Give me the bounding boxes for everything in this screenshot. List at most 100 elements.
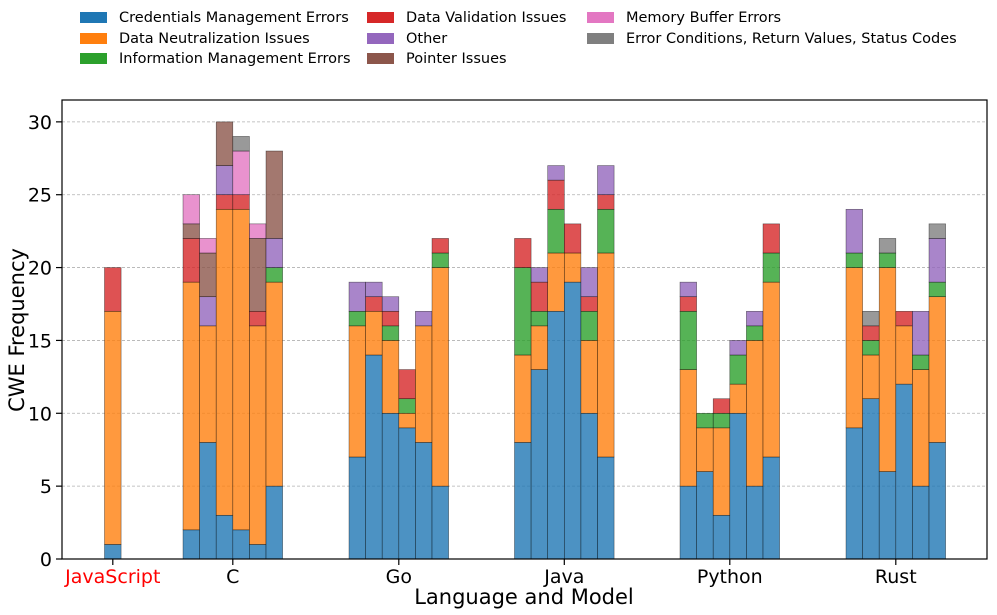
bar-rust-1-credentials-management-errors	[845, 427, 863, 560]
bar-rust-5-information-management-errors	[912, 354, 930, 370]
bar-python-1-data-validation-issues	[679, 296, 697, 312]
bar-c-2-other	[199, 296, 217, 327]
bar-java-5-other	[580, 267, 598, 298]
bar-go-4-credentials-management-errors	[398, 427, 416, 560]
y-tick-label-30: 30	[28, 112, 52, 134]
bar-python-4-information-management-errors	[729, 354, 747, 385]
bar-c-3-data-validation-issues	[215, 194, 234, 210]
bar-python-5-credentials-management-errors	[746, 485, 764, 560]
legend-label-error-conditions-return-values-status-codes: Error Conditions, Return Values, Status …	[626, 31, 957, 47]
bar-c-4-memory-buffer-errors	[232, 150, 250, 196]
bar-go-2-credentials-management-errors	[365, 354, 383, 560]
bar-c-1-data-validation-issues	[182, 238, 200, 283]
bar-rust-1-other	[845, 208, 863, 254]
bar-javascript-1-data-neutralization-issues	[104, 310, 122, 545]
bar-java-1-credentials-management-errors	[514, 442, 532, 560]
bar-java-2-data-validation-issues	[530, 281, 548, 312]
bar-python-3-credentials-management-errors	[712, 514, 731, 560]
bar-java-4-data-neutralization-issues	[563, 252, 582, 283]
x-axis-title: Language and Model	[414, 585, 634, 609]
plot-frame	[61, 99, 988, 560]
bar-javascript-1-credentials-management-errors	[104, 544, 122, 560]
y-tick-label-20: 20	[28, 258, 52, 280]
bar-c-4-credentials-management-errors	[232, 529, 250, 560]
bar-python-1-other	[679, 281, 697, 298]
legend: Credentials Management Errors Data Neutra…	[80, 10, 957, 67]
bar-rust-5-credentials-management-errors	[912, 485, 930, 560]
bar-rust-1-information-management-errors	[845, 252, 863, 268]
bar-go-6-information-management-errors	[431, 252, 449, 268]
legend-swatch-information-management-errors	[80, 53, 107, 64]
y-tick-label-10: 10	[28, 403, 52, 425]
bar-python-1-data-neutralization-issues	[679, 369, 697, 487]
bar-go-4-data-validation-issues	[398, 369, 416, 400]
bar-java-2-other	[530, 267, 548, 283]
bar-go-3-other	[381, 296, 400, 312]
x-tick-label-python: Python	[697, 566, 763, 588]
legend-label-memory-buffer-errors: Memory Buffer Errors	[626, 10, 781, 26]
bar-rust-6-other	[928, 238, 946, 283]
legend-swatch-data-validation-issues	[367, 12, 394, 23]
bar-python-3-data-validation-issues	[712, 398, 731, 414]
bar-c-3-data-neutralization-issues	[215, 208, 234, 516]
bar-go-2-other	[365, 281, 383, 298]
bar-c-1-data-neutralization-issues	[182, 281, 200, 531]
bar-python-4-other	[729, 340, 747, 356]
bar-python-5-information-management-errors	[746, 325, 764, 341]
legend-swatch-data-neutralization-issues	[80, 33, 107, 44]
bar-c-3-credentials-management-errors	[215, 514, 234, 560]
x-tick-label-java: Java	[543, 566, 584, 588]
bar-java-6-credentials-management-errors	[597, 456, 615, 560]
bar-rust-2-credentials-management-errors	[862, 398, 880, 560]
bar-java-6-other	[597, 165, 615, 196]
bar-rust-2-data-neutralization-issues	[862, 354, 880, 400]
bar-python-5-other	[746, 310, 764, 327]
bar-go-1-credentials-management-errors	[348, 456, 366, 560]
bar-go-6-data-validation-issues	[431, 238, 449, 254]
bar-c-1-pointer-issues	[182, 223, 200, 239]
bar-c-4-error-conditions-return-values-status-codes	[232, 136, 250, 152]
bar-go-3-data-validation-issues	[381, 310, 400, 327]
bar-c-4-data-validation-issues	[232, 194, 250, 210]
bar-java-2-information-management-errors	[530, 310, 548, 327]
bar-c-6-credentials-management-errors	[265, 485, 283, 560]
y-tick-label-15: 15	[28, 330, 52, 352]
bar-java-6-information-management-errors	[597, 208, 615, 254]
bar-c-5-data-neutralization-issues	[249, 325, 267, 545]
x-axis-ticks: JavaScript C Go Java Python Rust	[64, 559, 917, 588]
bar-java-5-credentials-management-errors	[580, 412, 598, 560]
bar-python-1-information-management-errors	[679, 310, 697, 370]
legend-label-other: Other	[406, 31, 447, 47]
x-tick-label-go: Go	[386, 566, 412, 588]
legend-swatch-error-conditions-return-values-status-codes	[587, 33, 614, 44]
bar-c-2-credentials-management-errors	[199, 442, 217, 560]
bar-go-6-data-neutralization-issues	[431, 267, 449, 487]
bar-go-5-credentials-management-errors	[415, 442, 433, 560]
legend-swatch-other	[367, 33, 394, 44]
bar-rust-5-other	[912, 310, 930, 356]
legend-swatch-memory-buffer-errors	[587, 12, 614, 23]
bar-go-5-other	[415, 310, 433, 327]
bar-java-5-information-management-errors	[580, 310, 598, 341]
legend-label-data-neutralization-issues: Data Neutralization Issues	[119, 31, 310, 47]
bar-java-4-data-validation-issues	[563, 223, 582, 254]
bar-go-4-data-neutralization-issues	[398, 412, 416, 429]
bar-c-5-memory-buffer-errors	[249, 223, 267, 239]
bar-c-3-pointer-issues	[215, 121, 234, 166]
bar-rust-2-error-conditions-return-values-status-codes	[862, 310, 880, 327]
bar-rust-3-error-conditions-return-values-status-codes	[878, 238, 897, 254]
bar-java-6-data-validation-issues	[597, 194, 615, 210]
bar-go-2-data-validation-issues	[365, 296, 383, 312]
bar-go-3-data-neutralization-issues	[381, 340, 400, 414]
bar-rust-3-credentials-management-errors	[878, 471, 897, 560]
legend-label-information-management-errors: Information Management Errors	[119, 51, 351, 67]
bar-rust-2-data-validation-issues	[862, 325, 880, 341]
legend-label-credentials-management-errors: Credentials Management Errors	[119, 10, 349, 26]
y-tick-label-0: 0	[40, 549, 52, 571]
bar-python-1-credentials-management-errors	[679, 485, 697, 560]
y-axis-ticks: 0 5 10 15 20 25 30	[28, 112, 62, 571]
bar-python-4-credentials-management-errors	[729, 412, 747, 560]
bar-python-6-credentials-management-errors	[762, 456, 780, 560]
bar-go-4-information-management-errors	[398, 398, 416, 414]
x-tick-label-javascript: JavaScript	[64, 566, 160, 588]
